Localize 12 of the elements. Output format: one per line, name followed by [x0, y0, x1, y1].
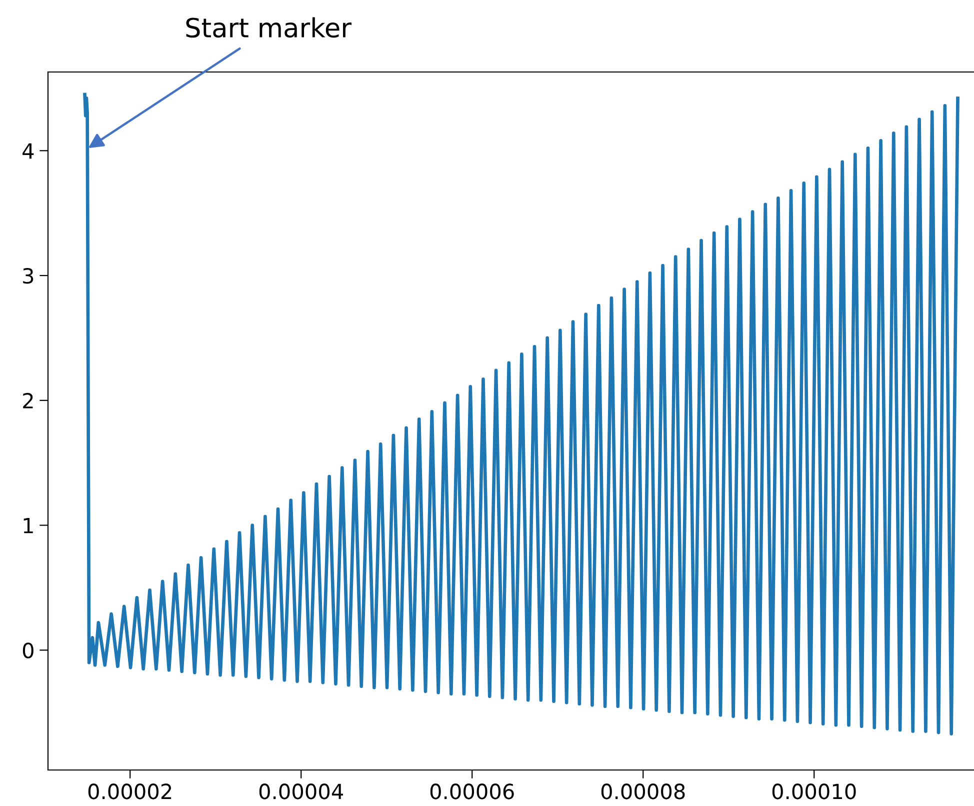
y-tick-label: 0	[22, 642, 34, 658]
x-tick-label: 0.00008	[601, 784, 685, 800]
x-tick-label: 0.00002	[88, 784, 172, 800]
x-tick-label: 0.00010	[772, 784, 856, 800]
y-tick-label: 2	[23, 392, 33, 408]
y-tick-label: 1	[24, 518, 33, 534]
annotation: Start marker	[186, 17, 352, 38]
x-tick-label: 0.00006	[430, 784, 514, 800]
line-series	[83, 92, 960, 736]
y-tick-label: 3	[23, 268, 34, 284]
x-tick-label: 0.00004	[259, 784, 343, 800]
y-tick-label: 4	[22, 143, 34, 159]
